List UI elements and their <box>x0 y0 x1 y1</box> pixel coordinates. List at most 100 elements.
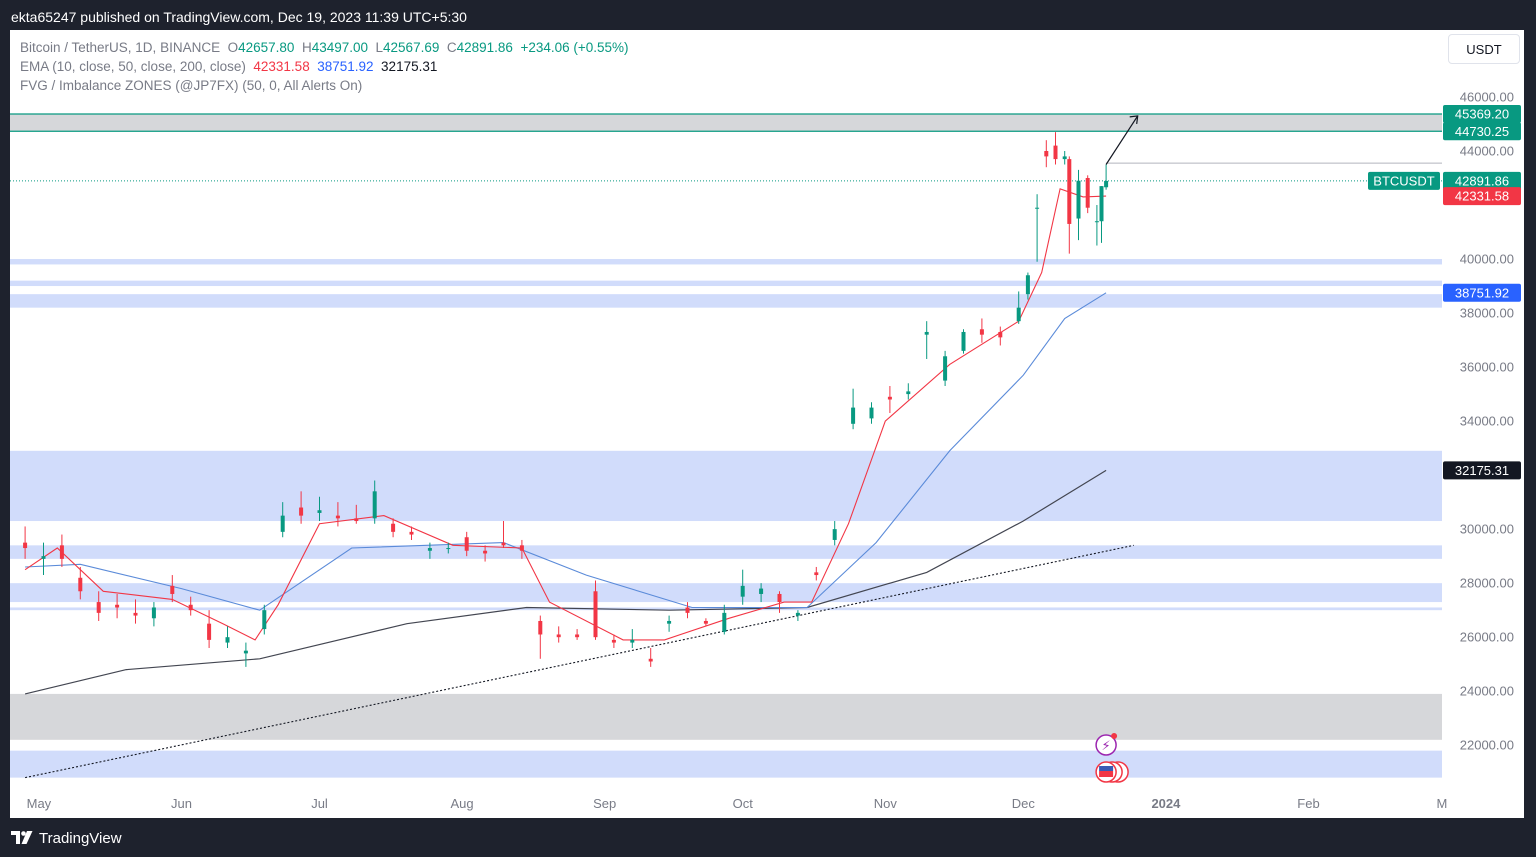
chart-legend: Bitcoin / TetherUS, 1D, BINANCE O42657.8… <box>20 38 629 95</box>
fvg-legend-row[interactable]: FVG / Imbalance ZONES (@JP7FX) (50, 0, A… <box>20 76 629 95</box>
footer: TradingView <box>0 818 1536 857</box>
price-label-bg <box>1443 187 1521 206</box>
target-arrow <box>1105 115 1139 165</box>
fvg-zone-blue <box>10 450 1442 522</box>
high-value: 43497.00 <box>311 40 368 55</box>
published-header: ekta65247 published on TradingView.com, … <box>0 0 1536 32</box>
open-label: O <box>227 40 239 55</box>
y-tick-label: 24000.00 <box>1460 684 1514 699</box>
y-tick-label: 28000.00 <box>1460 576 1514 591</box>
fvg-zone-blue <box>10 545 1442 559</box>
candle-body <box>115 604 120 608</box>
ema10-line <box>24 188 1107 641</box>
candle-body <box>593 591 598 638</box>
ema10-value: 42331.58 <box>253 59 310 74</box>
price-label-text: 42331.58 <box>1455 189 1509 204</box>
candle-body <box>280 515 285 532</box>
candle-body <box>667 620 672 624</box>
currency-button[interactable]: USDT <box>1448 34 1520 64</box>
candle-body <box>1044 151 1049 157</box>
low-value: 42567.69 <box>383 40 440 55</box>
published-text: ekta65247 published on TradingView.com, … <box>11 9 467 25</box>
fvg-zone-gray <box>10 693 1442 740</box>
price-label-bg <box>1443 283 1521 302</box>
candle-body <box>427 548 432 551</box>
candle-body <box>832 529 837 540</box>
fvg-title: FVG / Imbalance ZONES (@JP7FX) (50, 0, A… <box>20 78 363 93</box>
candle-body <box>703 620 708 624</box>
x-tick-label: Feb <box>1297 796 1319 811</box>
candle-body <box>648 658 653 662</box>
notification-dot <box>1111 733 1118 739</box>
lightning-event-icon <box>1095 734 1117 756</box>
candle-body <box>151 607 156 619</box>
candle-body <box>41 556 46 559</box>
candle-body <box>630 639 635 643</box>
high-label: H <box>301 40 312 55</box>
chart-pane[interactable]: ⚡ 46000.00 44000.00 40000.00 38000.00 36000.0… <box>10 30 1524 818</box>
y-tick-label: 40000.00 <box>1460 252 1514 267</box>
candle-body <box>611 639 616 643</box>
lightning-glyph: ⚡ <box>1102 739 1111 754</box>
low-label: L <box>375 40 384 55</box>
candle-body <box>1062 156 1067 160</box>
candle-body <box>1076 180 1081 219</box>
x-tick-label: Dec <box>1012 796 1036 811</box>
candle-body <box>391 523 396 532</box>
candle-body <box>887 396 892 400</box>
close-label: C <box>446 40 457 55</box>
candle-body <box>961 331 966 351</box>
candle-body <box>446 548 451 550</box>
candle-body <box>575 634 580 638</box>
symbol-tag-bg <box>1368 171 1440 190</box>
candle-body <box>464 537 469 551</box>
price-label-text: 38751.92 <box>1455 285 1509 300</box>
candle-body <box>1099 186 1104 222</box>
candle-body <box>299 507 304 516</box>
fvg-zone-blue <box>10 280 1442 287</box>
close-value: 42891.86 <box>456 40 513 55</box>
price-label-text: 45369.20 <box>1455 107 1509 122</box>
candle-body <box>483 550 488 554</box>
candle-body <box>59 545 64 559</box>
y-tick-label: 46000.00 <box>1460 89 1514 104</box>
brand-name: TradingView <box>39 829 122 847</box>
candle-body <box>317 510 322 513</box>
fvg-zone-blue <box>10 750 1442 778</box>
ema200-value: 32175.31 <box>381 59 438 74</box>
candle-body <box>133 612 138 616</box>
symbol-tag-text: BTCUSDT <box>1373 173 1434 188</box>
candle-body <box>243 650 248 654</box>
ema50-value: 38751.92 <box>317 59 374 74</box>
x-tick-label: Nov <box>874 796 898 811</box>
candle-body <box>943 356 948 381</box>
candle-body <box>869 407 874 419</box>
candle-body <box>814 572 819 576</box>
candle-body <box>538 620 543 635</box>
candlestick-chart[interactable]: ⚡ 46000.00 44000.00 40000.00 38000.00 36000.0… <box>10 30 1524 818</box>
candle-body <box>207 623 212 640</box>
candle-body <box>556 634 561 638</box>
fvg-zone-blue <box>10 583 1442 603</box>
candle-body <box>1094 221 1099 223</box>
x-tick-label: Jul <box>311 796 328 811</box>
candle-body <box>1035 207 1040 209</box>
ema-title: EMA (10, close, 50, close, 200, close) <box>20 59 246 74</box>
candle-body <box>170 585 175 594</box>
x-tick-label: M <box>1436 796 1447 811</box>
fvg-zone-gray <box>10 114 1442 132</box>
y-tick-label: 36000.00 <box>1460 360 1514 375</box>
candle-body <box>188 604 193 611</box>
x-tick-label: Oct <box>733 796 754 811</box>
change-value: +234.06 (+0.55%) <box>520 40 629 55</box>
candle-body <box>262 610 267 630</box>
tradingview-logo[interactable]: TradingView <box>11 828 122 848</box>
candle-body <box>96 602 101 613</box>
symbol-legend-row[interactable]: Bitcoin / TetherUS, 1D, BINANCE O42657.8… <box>20 38 629 57</box>
candle-body <box>1025 275 1030 295</box>
candle-body <box>979 329 984 335</box>
fvg-zone-blue <box>10 259 1442 265</box>
candle-body <box>795 612 800 616</box>
us-flag-icon <box>1099 771 1114 777</box>
ema-legend-row[interactable]: EMA (10, close, 50, close, 200, close) 4… <box>20 57 629 76</box>
